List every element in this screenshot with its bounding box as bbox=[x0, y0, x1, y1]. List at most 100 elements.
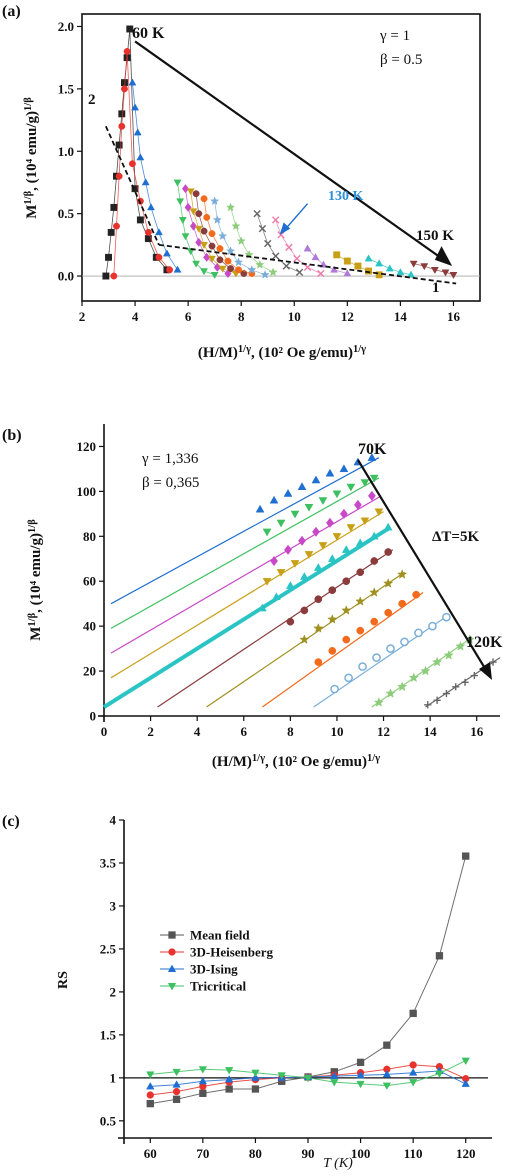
data-point bbox=[189, 208, 198, 216]
data-point bbox=[231, 221, 241, 231]
data-point bbox=[184, 202, 192, 212]
data-point bbox=[146, 1099, 154, 1108]
data-point bbox=[172, 1095, 181, 1103]
data-point bbox=[341, 605, 352, 615]
series-line bbox=[230, 207, 274, 273]
data-point bbox=[218, 265, 227, 273]
data-point bbox=[208, 230, 216, 238]
data-point bbox=[269, 495, 279, 504]
data-point bbox=[354, 262, 362, 270]
data-point bbox=[370, 617, 379, 626]
data-point bbox=[172, 1087, 181, 1096]
data-point bbox=[332, 533, 342, 541]
data-point bbox=[271, 592, 281, 601]
data-point bbox=[203, 213, 211, 221]
data-point bbox=[271, 252, 280, 260]
data-point bbox=[172, 1080, 181, 1088]
data-point bbox=[176, 198, 185, 206]
data-point bbox=[383, 578, 394, 588]
data-point bbox=[385, 688, 396, 698]
guide-line-1 bbox=[158, 243, 457, 285]
data-point bbox=[443, 649, 454, 660]
data-point bbox=[123, 47, 131, 55]
x-tick-label: 16 bbox=[470, 724, 484, 739]
data-point bbox=[251, 1073, 260, 1081]
data-point bbox=[131, 103, 140, 111]
data-point bbox=[461, 1079, 470, 1087]
data-point bbox=[141, 178, 150, 186]
data-point bbox=[435, 952, 444, 960]
data-point bbox=[172, 1068, 181, 1077]
data-point bbox=[367, 453, 377, 461]
line-1-label: 1 bbox=[432, 280, 440, 296]
data-point bbox=[398, 599, 407, 608]
data-point bbox=[118, 122, 126, 130]
data-point bbox=[276, 569, 286, 577]
data-point bbox=[258, 603, 267, 612]
data-point bbox=[332, 490, 342, 499]
data-point bbox=[452, 683, 460, 691]
data-point bbox=[186, 188, 195, 196]
data-point bbox=[313, 623, 324, 633]
t-low-label: 150 K bbox=[416, 228, 454, 244]
data-point bbox=[430, 266, 439, 274]
data-point bbox=[195, 210, 203, 218]
panel-label: (c) bbox=[2, 813, 20, 830]
data-point bbox=[340, 508, 348, 519]
data-point bbox=[115, 141, 123, 149]
data-point bbox=[356, 1070, 365, 1079]
series-line bbox=[256, 213, 300, 273]
y-tick-label: 2 bbox=[110, 984, 117, 999]
data-point bbox=[299, 634, 310, 644]
x-tick-label: 2 bbox=[79, 309, 86, 324]
data-point bbox=[113, 222, 120, 230]
data-point bbox=[200, 227, 208, 235]
data-point bbox=[200, 242, 209, 250]
data-point bbox=[208, 242, 216, 250]
data-point bbox=[300, 606, 309, 615]
x-tick-label: 8 bbox=[238, 309, 245, 324]
data-point bbox=[462, 852, 470, 860]
data-point bbox=[435, 1070, 444, 1078]
data-point bbox=[285, 243, 293, 252]
x-tick-label: 12 bbox=[341, 309, 354, 324]
gamma-label: γ = 1,336 bbox=[141, 451, 199, 467]
data-point bbox=[154, 228, 163, 236]
data-point bbox=[225, 1085, 233, 1093]
data-point bbox=[489, 658, 497, 666]
data-point bbox=[136, 153, 145, 161]
x-tick-label: 10 bbox=[288, 309, 301, 324]
data-point bbox=[115, 172, 123, 180]
data-point bbox=[225, 246, 236, 256]
data-point bbox=[343, 269, 352, 277]
x-tick-label: 70 bbox=[196, 1146, 209, 1161]
legend-marker bbox=[168, 931, 176, 939]
data-point bbox=[333, 251, 341, 259]
arrow-head bbox=[434, 246, 453, 267]
y-tick-label: 100 bbox=[77, 484, 97, 499]
data-point bbox=[298, 535, 306, 546]
data-point bbox=[355, 538, 365, 547]
x-tick-label: 100 bbox=[351, 1146, 371, 1161]
data-point bbox=[407, 270, 415, 278]
data-point bbox=[383, 1041, 391, 1049]
data-point bbox=[461, 678, 469, 686]
x-axis-label: T (K) bbox=[323, 1156, 353, 1171]
x-tick-label: 8 bbox=[287, 724, 294, 739]
x-tick-label: 12 bbox=[377, 724, 390, 739]
data-point bbox=[358, 662, 367, 671]
data-point bbox=[312, 526, 320, 537]
data-point bbox=[251, 1069, 260, 1078]
x-tick-label: 0 bbox=[101, 724, 108, 739]
fit-line bbox=[157, 549, 394, 708]
data-point bbox=[105, 253, 112, 261]
data-point bbox=[328, 586, 337, 595]
data-point bbox=[397, 569, 408, 579]
y-tick-label: 1 bbox=[110, 1070, 117, 1085]
data-point bbox=[372, 653, 381, 662]
data-point bbox=[330, 684, 339, 694]
x-tick-label: 10 bbox=[330, 724, 343, 739]
data-point bbox=[199, 1089, 207, 1097]
y-axis-label: RS bbox=[56, 971, 71, 989]
data-point bbox=[110, 272, 118, 280]
